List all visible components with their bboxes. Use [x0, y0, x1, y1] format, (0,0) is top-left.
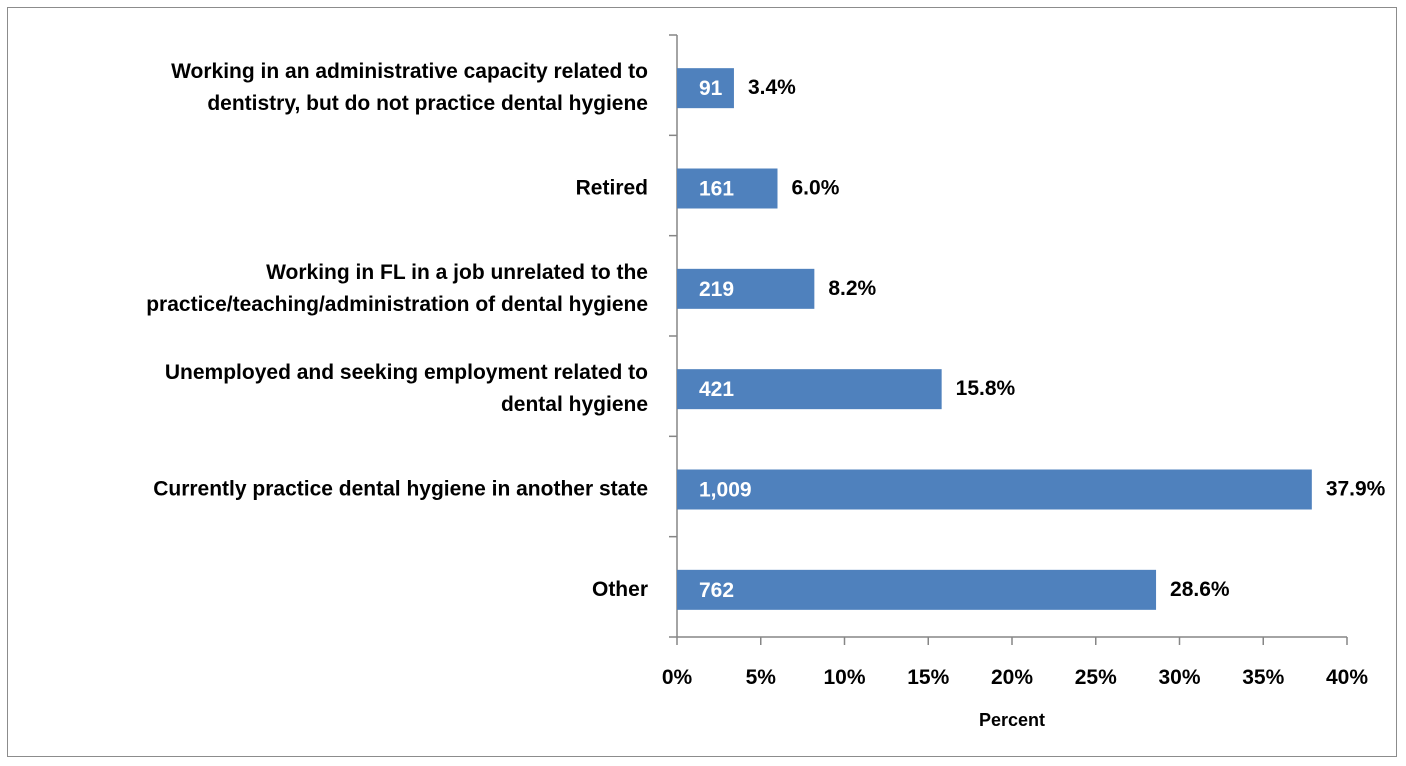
bar-percent-label: 37.9% [1326, 478, 1386, 501]
category-label: Working in an administrative capacity re… [171, 60, 648, 83]
bar-percent-label: 3.4% [748, 76, 796, 99]
bar [677, 268, 815, 309]
x-tick-label: 20% [991, 666, 1033, 689]
bar-count-label: 1,009 [699, 479, 752, 502]
x-tick-label: 0% [662, 666, 693, 689]
bar-count-label: 161 [699, 178, 734, 201]
x-tick-label: 40% [1326, 666, 1368, 689]
bar-percent-label: 28.6% [1170, 578, 1230, 601]
category-label: practice/teaching/administration of dent… [146, 293, 648, 316]
bar-count-label: 219 [699, 278, 734, 301]
category-label: Other [592, 578, 648, 601]
bar [677, 469, 1312, 510]
x-tick-label: 35% [1242, 666, 1284, 689]
category-label: Unemployed and seeking employment relate… [165, 361, 648, 384]
x-tick-label: 15% [907, 666, 949, 689]
x-tick-label: 5% [746, 666, 777, 689]
bar-percent-label: 6.0% [792, 177, 840, 200]
x-tick-label: 25% [1075, 666, 1117, 689]
x-tick-label: 30% [1158, 666, 1200, 689]
bar [677, 569, 1157, 610]
category-label: Working in FL in a job unrelated to the [266, 261, 648, 284]
bar-count-label: 762 [699, 579, 734, 602]
category-label: dental hygiene [501, 393, 648, 416]
x-axis-title: Percent [979, 710, 1045, 730]
bar [677, 369, 942, 410]
bar [677, 168, 778, 209]
category-label: dentistry, but do not practice dental hy… [207, 92, 648, 115]
bar-percent-label: 15.8% [956, 377, 1016, 400]
x-tick-label: 10% [823, 666, 865, 689]
category-label: Retired [576, 177, 648, 200]
bar-count-label: 421 [699, 378, 734, 401]
bar [677, 68, 734, 109]
category-label: Currently practice dental hygiene in ano… [153, 478, 648, 501]
bar-percent-label: 8.2% [828, 277, 876, 300]
bar-count-label: 91 [699, 77, 723, 100]
